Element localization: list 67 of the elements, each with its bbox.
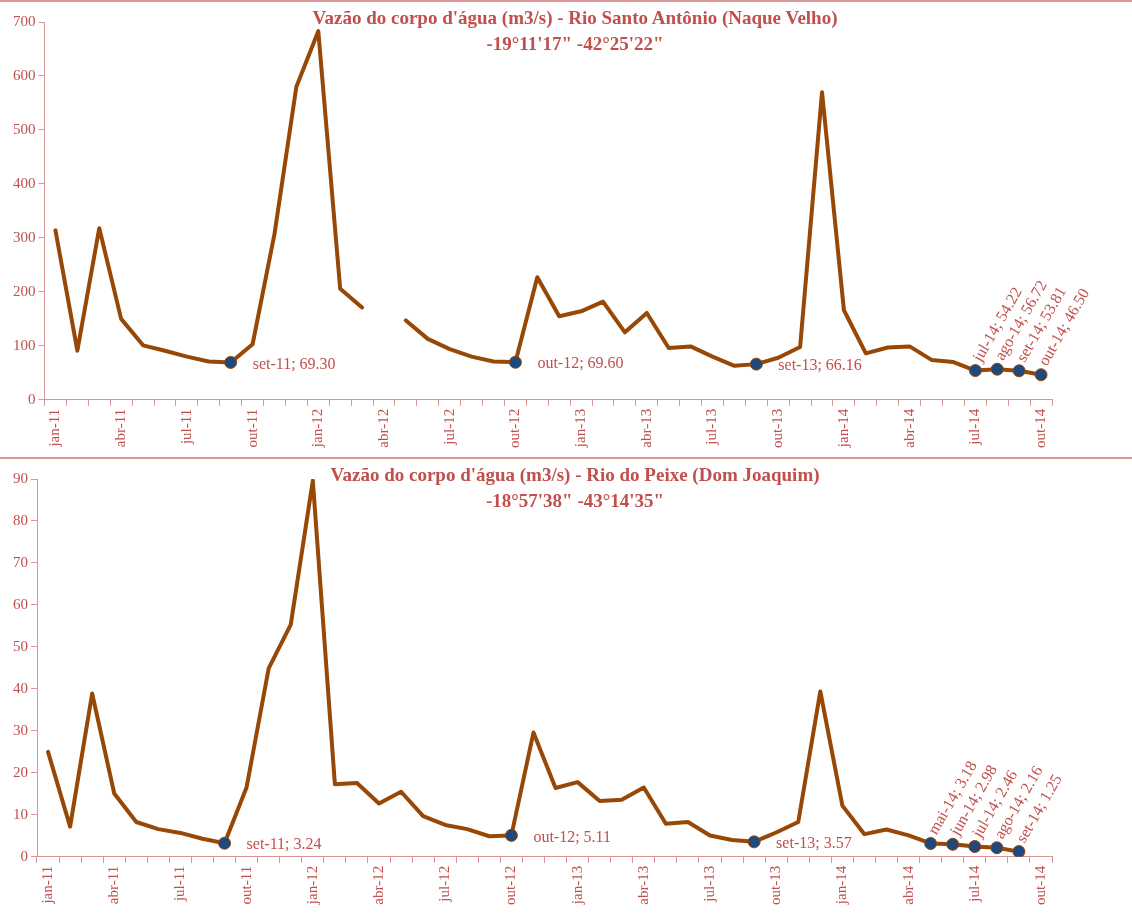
x-tick-label: jul-11: [171, 865, 188, 903]
x-tick-label: jul-14: [966, 408, 983, 446]
x-tick-label: jan-11: [46, 408, 63, 448]
y-tick-label: 200: [13, 282, 36, 299]
point: [924, 836, 938, 850]
text: -18°57'38" -43°14'35": [485, 490, 665, 512]
x-tick-label: jul-13: [703, 408, 720, 446]
y-tick-label: 70: [13, 553, 28, 570]
x-tick-label: out-12: [506, 408, 523, 449]
x-tick-label: abr-12: [369, 865, 386, 905]
data-label: set-13; 66.16: [778, 356, 862, 374]
y-tick-label: 400: [13, 174, 36, 191]
text: -19°11'17" -42°25'22": [486, 33, 664, 55]
x-tick-label: out-12: [502, 865, 519, 906]
chart-title: Vazão do corpo d'água (m3/s) - Rio Santo Antônio (Naque Velho): [312, 7, 838, 30]
x-tick-label: abr-13: [637, 408, 654, 448]
x-tick-label: abr-13: [634, 865, 651, 905]
x-tick-label: abr-12: [374, 408, 391, 448]
x-tick-label: jul-12: [440, 408, 457, 446]
x-tick-label: jan-13: [572, 408, 589, 449]
x-tick-label: jul-12: [436, 865, 453, 903]
data-label: set-11; 3.24: [246, 835, 322, 853]
data-label: set-11; 69.30: [252, 354, 336, 372]
y-tick-label: 10: [13, 805, 28, 822]
x-tick-label: jan-12: [309, 408, 326, 449]
y-tick-label: 600: [13, 66, 36, 83]
x-tick-label: out-13: [767, 865, 784, 906]
x-tick-label: jan-14: [833, 865, 850, 906]
y-tick-label: 30: [13, 721, 28, 738]
point: [1012, 845, 1026, 857]
x-tick-label: jan-14: [834, 408, 851, 449]
x-tick-label: out-14: [1031, 865, 1048, 906]
x-tick-label: out-11: [243, 408, 260, 448]
x-tick-label: jul-14: [965, 865, 982, 903]
point: [968, 840, 982, 854]
point: [990, 841, 1004, 855]
y-tick-label: 20: [13, 763, 28, 780]
chart-title: Vazão do corpo d'água (m3/s) - Rio do Peixe (Dom Joaquim): [330, 464, 820, 487]
y-tick-label: 500: [13, 120, 36, 137]
x-tick-label: abr-11: [112, 408, 129, 448]
y-tick-label: 50: [13, 637, 28, 654]
x-tick-label: jul-11: [177, 408, 194, 446]
x-tick-label: jan-12: [303, 865, 320, 906]
y-tick-label: 40: [13, 679, 28, 696]
point: [504, 828, 518, 842]
x-tick-label: out-11: [237, 865, 254, 905]
x-tick-label: abr-14: [899, 865, 916, 905]
x-tick-label: abr-11: [105, 865, 122, 905]
x-tick-label: jan-11: [38, 865, 55, 905]
x-tick-label: out-13: [769, 408, 786, 449]
x-tick-label: out-14: [1031, 408, 1048, 449]
y-tick-label: 300: [13, 228, 36, 245]
point: [218, 836, 232, 850]
y-tick-label: 0: [20, 847, 28, 864]
y-tick-label: 100: [13, 336, 36, 353]
data-label: out-12; 5.11: [533, 827, 612, 845]
y-tick-label: 90: [13, 469, 28, 486]
x-tick-label: abr-14: [900, 408, 917, 448]
x-tick-label: jan-13: [568, 865, 585, 906]
x-tick-label: jul-13: [700, 865, 717, 903]
data-label: set-13; 3.57: [776, 834, 852, 852]
y-tick-label: 700: [13, 12, 36, 29]
data-label: out-12; 69.60: [537, 354, 624, 372]
point: [747, 835, 761, 849]
y-tick-label: 0: [28, 390, 36, 407]
y-tick-label: 60: [13, 595, 28, 612]
y-tick-label: 80: [13, 511, 28, 528]
